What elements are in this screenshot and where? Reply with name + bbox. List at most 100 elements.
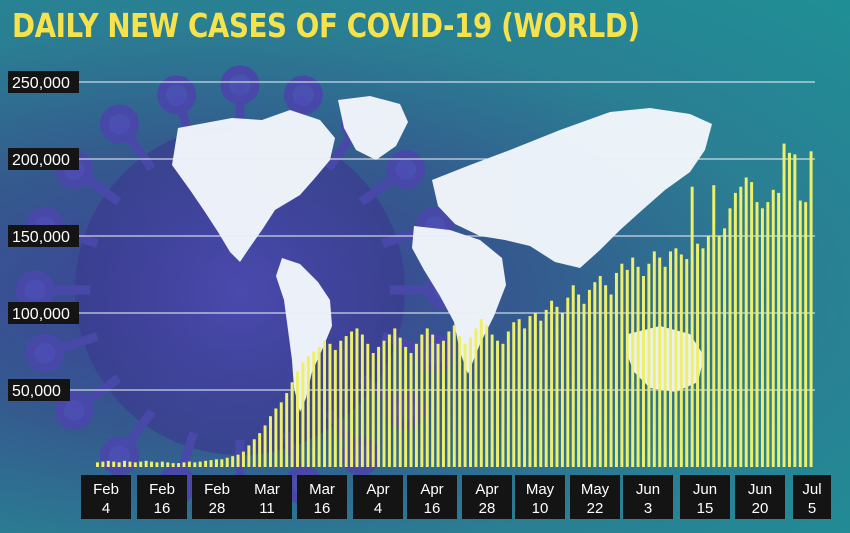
bar xyxy=(150,461,154,467)
bar xyxy=(566,297,570,467)
bar xyxy=(285,393,289,467)
bar xyxy=(447,331,451,467)
bar xyxy=(409,353,413,467)
bar xyxy=(133,462,137,467)
x-tick-label-day: 4 xyxy=(374,500,382,517)
x-tick-label-day: 5 xyxy=(808,500,816,517)
bar xyxy=(571,285,575,467)
bar xyxy=(777,192,781,467)
bar xyxy=(706,236,710,467)
x-tick-label-bg xyxy=(515,475,565,519)
bar xyxy=(560,313,564,467)
bar xyxy=(366,343,370,467)
y-tick-label-bg xyxy=(8,302,79,324)
bar xyxy=(274,408,278,467)
bar xyxy=(544,309,548,467)
bars xyxy=(96,143,813,468)
bar xyxy=(760,208,764,467)
x-tick-label-bg xyxy=(81,475,131,519)
bar xyxy=(750,182,754,467)
bar xyxy=(517,319,521,467)
bar xyxy=(733,192,737,467)
x-tick-label-bg xyxy=(297,475,347,519)
x-tick-label-day: 16 xyxy=(424,500,441,517)
bar xyxy=(782,143,786,467)
bar xyxy=(798,200,802,467)
bar xyxy=(647,263,651,467)
bar xyxy=(474,328,478,467)
x-tick-label-day: 16 xyxy=(314,500,331,517)
bar xyxy=(209,460,213,467)
y-tick-label-bg xyxy=(8,379,70,401)
x-tick-label-month: Feb xyxy=(204,481,230,498)
bar xyxy=(231,456,235,467)
bar xyxy=(236,454,240,467)
bar xyxy=(696,243,700,467)
bar xyxy=(171,463,175,467)
bar xyxy=(593,282,597,467)
y-tick-label-bg xyxy=(8,225,79,247)
bar xyxy=(690,186,694,467)
bar xyxy=(155,462,159,467)
bar xyxy=(214,459,218,467)
bar xyxy=(479,319,483,467)
x-tick-label-bg xyxy=(462,475,512,519)
x-tick-label-day: 4 xyxy=(102,500,110,517)
bar xyxy=(204,460,208,467)
bar xyxy=(431,334,435,467)
y-tick-label-bg xyxy=(8,148,79,170)
bar xyxy=(609,294,613,467)
bar xyxy=(523,328,527,467)
bar xyxy=(441,340,445,467)
x-tick-label-bg xyxy=(793,475,831,519)
bar xyxy=(728,208,732,467)
y-axis-labels: 250,000 200,000 150,000 100,000 50,000 xyxy=(8,71,79,401)
bar xyxy=(420,334,424,467)
x-tick-label-month: Feb xyxy=(93,481,119,498)
bar xyxy=(744,177,748,468)
bar xyxy=(247,445,251,467)
bar xyxy=(344,336,348,467)
bar xyxy=(463,343,467,467)
bar xyxy=(398,337,402,467)
bar xyxy=(306,356,310,467)
bar xyxy=(350,331,354,467)
bar xyxy=(382,340,386,467)
bar xyxy=(604,285,608,467)
bar xyxy=(533,313,537,467)
bar xyxy=(550,300,554,467)
bar xyxy=(177,463,181,467)
bar xyxy=(620,263,624,467)
bar xyxy=(263,425,267,467)
bar xyxy=(755,202,759,467)
x-tick-label-month: Apr xyxy=(366,481,389,498)
bar xyxy=(339,340,343,467)
bar xyxy=(555,306,559,467)
bar xyxy=(669,251,673,467)
bar xyxy=(490,334,494,467)
y-tick-label: 250,000 xyxy=(12,75,70,92)
bar xyxy=(425,328,429,467)
bar xyxy=(355,328,359,467)
bar xyxy=(279,402,283,467)
x-tick-label-day: 3 xyxy=(644,500,652,517)
bar xyxy=(144,460,148,467)
bar xyxy=(631,257,635,467)
bar xyxy=(436,343,440,467)
bar xyxy=(258,433,262,467)
bar xyxy=(101,461,105,467)
bar xyxy=(582,303,586,467)
bar xyxy=(501,343,505,467)
bar xyxy=(252,439,256,467)
bar xyxy=(112,461,116,467)
bar xyxy=(296,371,299,467)
bar xyxy=(587,289,591,467)
bar xyxy=(404,346,408,467)
bar xyxy=(268,416,272,467)
x-tick-label-bg xyxy=(680,475,730,519)
bar xyxy=(528,316,532,467)
bar xyxy=(198,461,202,467)
y-tick-label-bg xyxy=(8,71,79,93)
x-tick-label-day: 16 xyxy=(154,500,171,517)
